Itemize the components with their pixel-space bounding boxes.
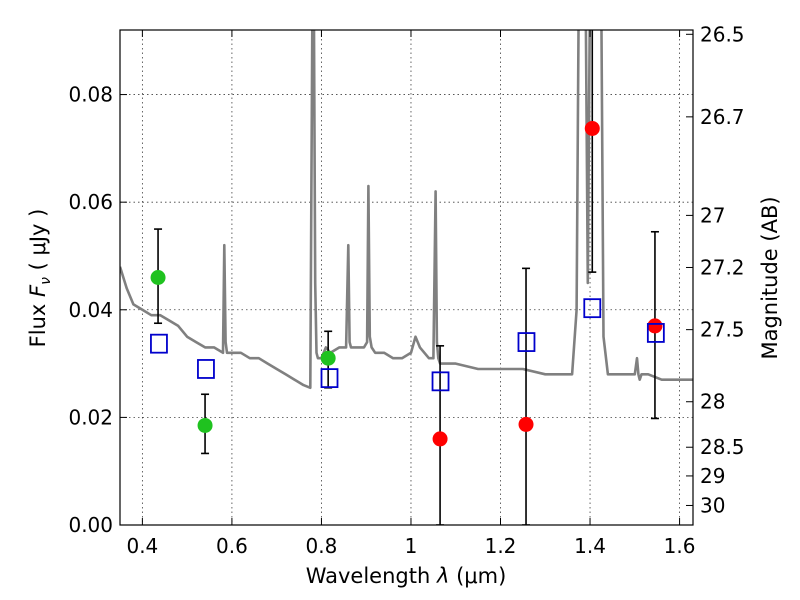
data-point-circle bbox=[150, 270, 166, 285]
y-tick-label: 0.06 bbox=[68, 190, 113, 214]
model-photometry-square bbox=[320, 368, 339, 389]
y-axis-title: Flux Fν ( μJy ) bbox=[26, 209, 54, 348]
y2-tick-label: 27 bbox=[700, 203, 725, 227]
clipped-data bbox=[120, 30, 693, 525]
plot-frame bbox=[119, 29, 694, 526]
x-tick-label: 1.2 bbox=[485, 534, 517, 558]
y2-tick-label: 30 bbox=[700, 493, 725, 517]
x-tick-label: 0.6 bbox=[216, 534, 248, 558]
y2-tick-label: 26.5 bbox=[700, 22, 745, 46]
y2-tick-label: 28 bbox=[700, 390, 725, 414]
data-point-circle bbox=[518, 416, 534, 432]
y2-tick-label: 28.5 bbox=[700, 435, 745, 459]
y-tick-label: 0.02 bbox=[68, 405, 113, 429]
axes bbox=[119, 29, 694, 526]
data-point-circle bbox=[197, 417, 213, 433]
model-photometry-square bbox=[646, 323, 665, 343]
model-spectrum-line bbox=[120, 30, 693, 390]
y2-tick-label: 27.2 bbox=[700, 255, 745, 279]
x-tick-label: 1.4 bbox=[574, 534, 606, 558]
y-tick-label: 0.08 bbox=[68, 83, 113, 107]
x-tick-label: 1 bbox=[405, 534, 418, 558]
model-photometry-square bbox=[517, 332, 536, 352]
data-point-circle bbox=[320, 350, 336, 366]
data-point-circle bbox=[647, 318, 663, 334]
tick-labels: 0.4 0.6 0.8 1 1.2 1.4 1.6 0.00 0.02 0.04 0.06 0.08 2… bbox=[68, 22, 744, 558]
y-tick-label: 0.04 bbox=[68, 298, 113, 322]
x-tick-label: 1.6 bbox=[664, 534, 696, 558]
x-tick-label: 0.8 bbox=[306, 534, 338, 558]
x-axis-title: Wavelength λ (μm) bbox=[306, 564, 507, 588]
y-tick-label: 0.00 bbox=[68, 513, 113, 537]
model-photometry-square bbox=[583, 298, 602, 319]
data-point-circle bbox=[432, 431, 448, 447]
data-layer bbox=[120, 30, 693, 525]
model-photometry-square bbox=[197, 359, 215, 379]
y2-tick-label: 29 bbox=[700, 464, 725, 488]
model-photometry-square bbox=[431, 371, 450, 392]
y2-tick-label: 26.7 bbox=[700, 105, 745, 129]
data-point-circle bbox=[584, 120, 600, 136]
grid bbox=[120, 30, 693, 526]
model-photometry-square bbox=[150, 333, 168, 354]
y2-tick-label: 27.5 bbox=[700, 318, 745, 342]
x-tick-label: 0.4 bbox=[126, 534, 158, 558]
y2-axis-title: Magnitude (AB) bbox=[758, 196, 782, 359]
